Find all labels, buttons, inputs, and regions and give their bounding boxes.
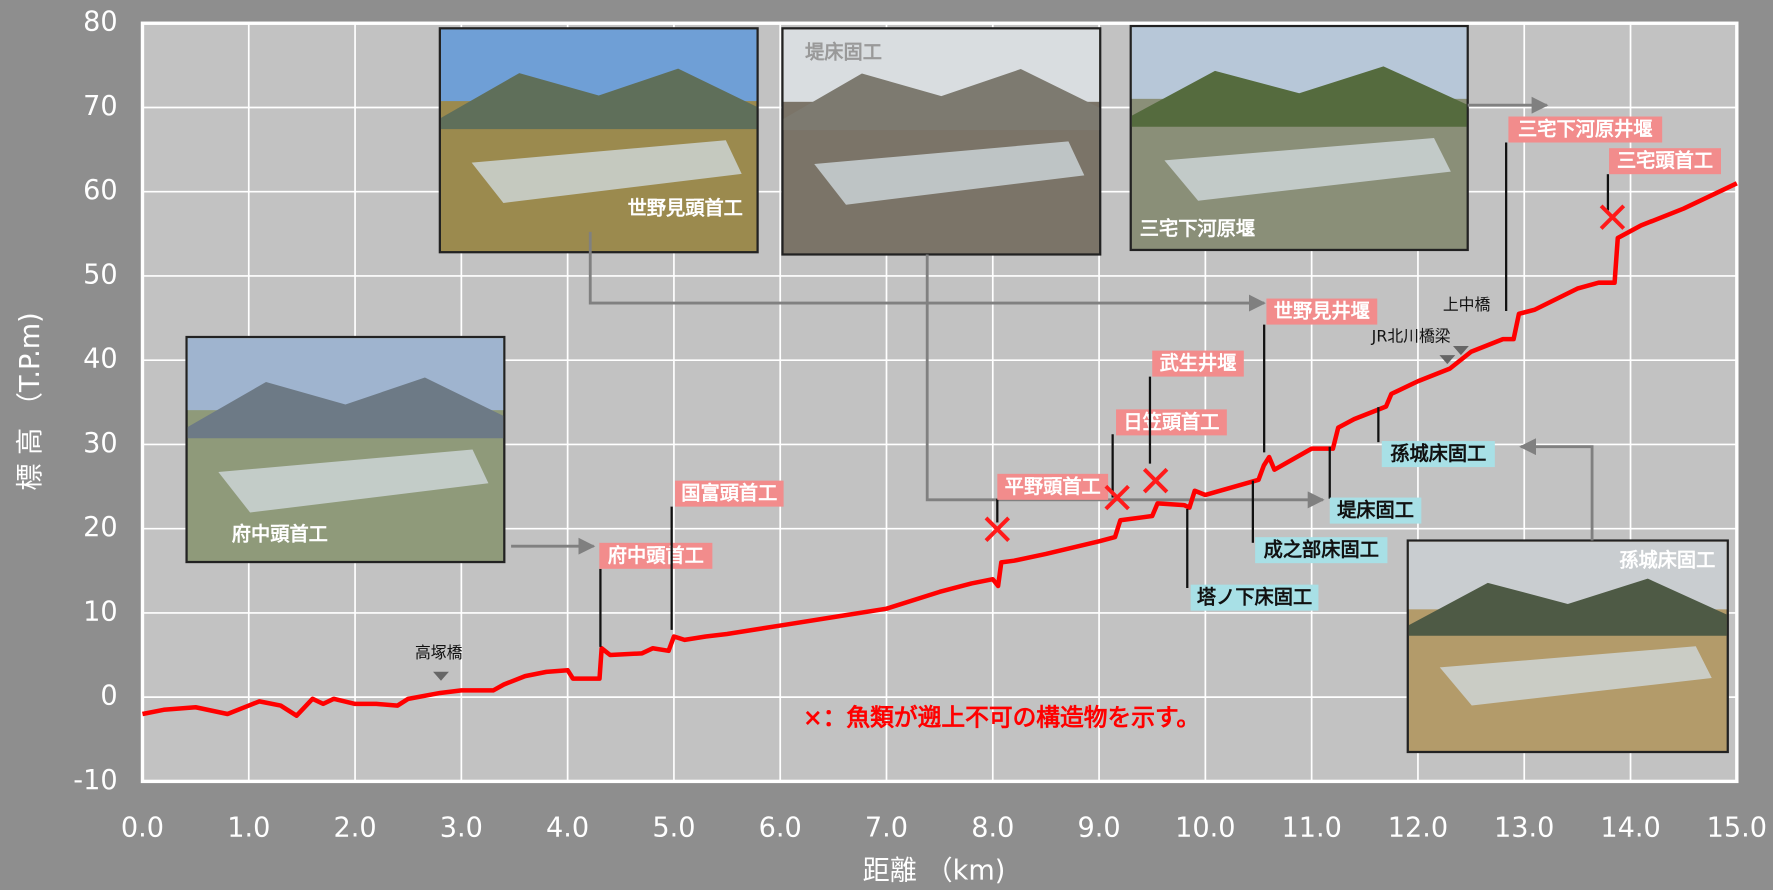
photo-water (1164, 138, 1451, 201)
structure-label: 堤床固工 (1337, 499, 1414, 522)
photo: 三宅下河原堰 (1129, 24, 1469, 252)
x-tick-label: 9.0 (1078, 812, 1121, 843)
structure-label: 武生井堰 (1160, 352, 1237, 375)
x-tick-label: 5.0 (652, 812, 695, 843)
barrier-marker (1599, 204, 1626, 230)
profile-line (142, 181, 1738, 718)
structure-label: 日笠頭首工 (1123, 410, 1219, 433)
photo-caption: 三宅下河原堰 (1140, 217, 1255, 240)
x-tick-label: 0.0 (121, 812, 164, 843)
y-axis-title: 標 高 （T.P.m) (15, 312, 46, 490)
x-tick-label: 7.0 (865, 812, 908, 843)
x-tick-label: 8.0 (971, 812, 1014, 843)
structure-label: 孫城床固工 (1390, 442, 1486, 465)
label-box (599, 542, 713, 569)
barrier-marker (984, 516, 1011, 542)
x-tick-label: 12.0 (1388, 812, 1448, 843)
y-tick-label: -10 (73, 765, 117, 796)
photo-water (218, 449, 489, 513)
bridge-marker (1453, 346, 1469, 356)
structure-label: 成之部床固工 (1264, 538, 1379, 561)
barrier-marker (1104, 484, 1130, 511)
photo-caption: 孫城床固工 (1619, 548, 1715, 571)
label-box (1381, 441, 1495, 468)
structure-label: 国富頭首工 (681, 482, 777, 505)
photo: 世野見頭首工 (438, 27, 759, 254)
x-tick-label: 11.0 (1281, 812, 1341, 843)
bridge-marker (1439, 355, 1456, 365)
y-tick-label: 60 (83, 175, 118, 206)
structure-label: 世野見井堰 (1274, 300, 1370, 323)
photo-hills (1408, 578, 1727, 636)
structure-label: 府中頭首工 (608, 544, 704, 567)
label-box (1266, 298, 1378, 325)
photo-water (814, 141, 1085, 205)
note: ×：魚類が遡上不可の構造物を示す。 (803, 704, 1200, 732)
x-tick-label: 10.0 (1175, 812, 1235, 843)
arrow (588, 231, 1266, 312)
arrow (1519, 438, 1594, 541)
x-tick-label: 2.0 (333, 812, 376, 843)
y-tick-label: 0 (100, 681, 117, 712)
structure-label: 塔ノ下床固工 (1197, 586, 1312, 609)
label-box (1190, 584, 1319, 611)
structure-label: 平野頭首工 (1005, 475, 1101, 498)
photo-hills (187, 377, 504, 439)
structure-label: 三宅頭首工 (1617, 149, 1713, 172)
y-tick-label: 20 (83, 512, 118, 543)
photo: 堤床固工 (781, 27, 1102, 256)
y-tick-label: 40 (83, 344, 118, 375)
x-tick-label: 6.0 (759, 812, 802, 843)
bridge-marker (433, 671, 449, 681)
photo: 府中頭首工 (185, 335, 506, 564)
label-box (675, 480, 784, 507)
bridge-label: 上中橋 (1443, 295, 1491, 314)
x-tick-label: 1.0 (227, 812, 270, 843)
label-box (1255, 537, 1388, 564)
photo-water (471, 140, 742, 203)
plot-frame (140, 21, 1739, 784)
label-box (1116, 409, 1227, 436)
bridge-label: JR北川橋梁 (1371, 327, 1451, 346)
photo-hills (440, 68, 757, 130)
label-box (1508, 116, 1663, 143)
x-tick-label: 15.0 (1707, 812, 1767, 843)
y-tick-label: 80 (83, 7, 118, 38)
photo-caption: 府中頭首工 (232, 522, 328, 545)
y-tick-label: 70 (83, 91, 118, 122)
photo: 孫城床固工 (1406, 539, 1729, 754)
x-tick-label: 14.0 (1600, 812, 1660, 843)
structure-label: 三宅下河原井堰 (1518, 118, 1653, 141)
bridge-label: 高塚橋 (415, 643, 463, 662)
photo-hills (783, 69, 1100, 131)
barrier-marker (1142, 467, 1169, 494)
photo-water (1439, 646, 1712, 706)
label-box (1609, 148, 1721, 175)
label-box (997, 473, 1109, 500)
y-tick-label: 10 (83, 596, 118, 627)
photo-hills (1131, 66, 1467, 127)
photo-caption: 堤床固工 (805, 41, 882, 64)
x-tick-label: 4.0 (546, 812, 589, 843)
photo-caption: 世野見頭首工 (628, 197, 743, 220)
label-box (1152, 350, 1244, 377)
y-tick-label: 30 (83, 428, 118, 459)
x-axis-title: 距離 （km) (863, 855, 1006, 886)
x-tick-label: 3.0 (440, 812, 483, 843)
label-box (1329, 497, 1422, 524)
x-tick-label: 13.0 (1494, 812, 1554, 843)
y-tick-label: 50 (83, 259, 118, 290)
